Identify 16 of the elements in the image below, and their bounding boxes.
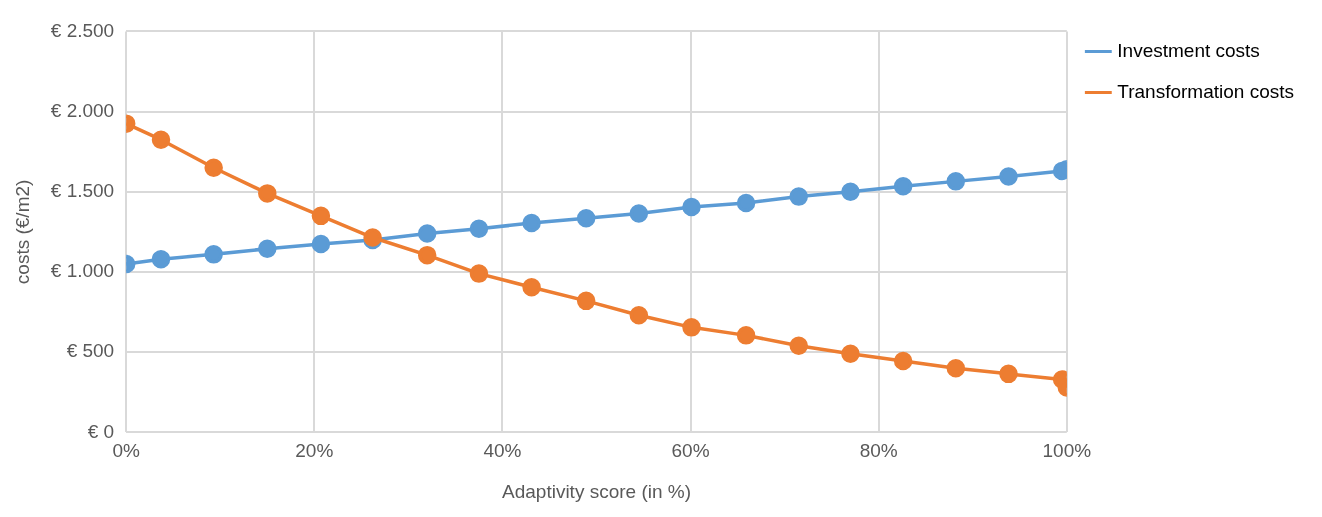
x-tick-label: 80% (859, 440, 898, 462)
x-tick-label: 60% (671, 440, 710, 462)
x-tick-label: 20% (295, 440, 334, 462)
y-tick-label: € 2.000 (50, 99, 115, 121)
x-tick-label: 100% (1042, 440, 1092, 462)
y-tick-label: € 1.500 (50, 180, 115, 202)
x-tick-label: 0% (112, 440, 141, 462)
y-tick-label: € 500 (66, 340, 115, 362)
y-tick-label: € 0 (87, 420, 115, 442)
y-tick-label: € 1.000 (50, 260, 115, 282)
legend-label: Investment costs (1117, 39, 1260, 61)
legend-label: Transformation costs (1117, 80, 1294, 102)
x-tick-label: 40% (483, 440, 522, 462)
y-tick-label: € 2.500 (50, 19, 115, 41)
x-axis-title: Adaptivity score (in %) (501, 480, 692, 502)
y-axis-title: costs (€/m2) (11, 179, 33, 285)
